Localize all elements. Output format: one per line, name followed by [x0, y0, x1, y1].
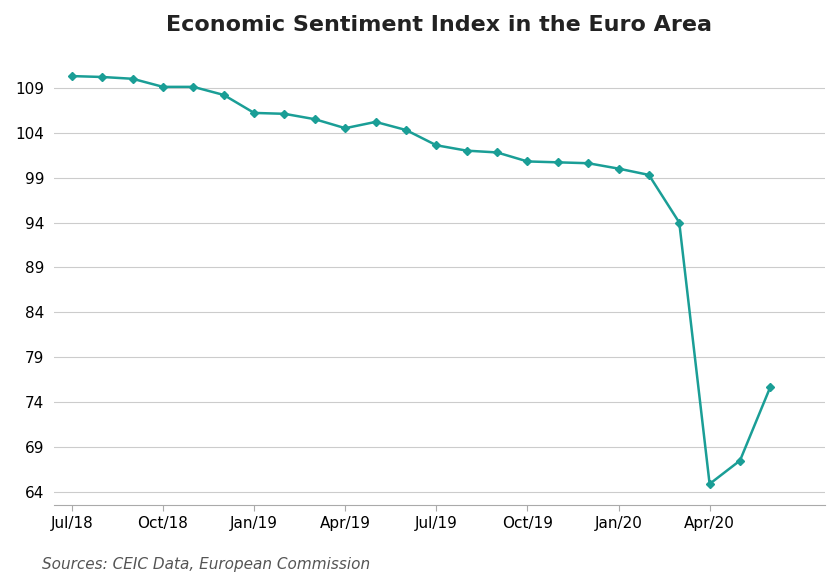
Text: Sources: CEIC Data, European Commission: Sources: CEIC Data, European Commission: [42, 558, 370, 572]
Title: Economic Sentiment Index in the Euro Area: Economic Sentiment Index in the Euro Are…: [166, 15, 712, 35]
